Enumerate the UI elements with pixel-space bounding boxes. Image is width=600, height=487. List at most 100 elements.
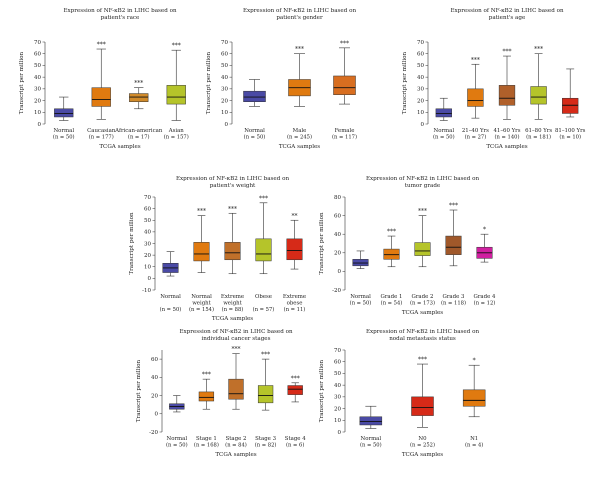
x-tick-sample-size: (n = 181) [526,134,551,141]
x-tick-label: Stage 1 [196,436,217,442]
box-3: * N1(n = 4) [462,358,486,449]
x-tick-label: Caucasian [87,128,116,134]
y-tick-label: 30 [34,87,41,93]
chart-panel-1: Expression of NF-κB2 in LIHC based onpat… [19,8,189,150]
x-tick-sample-size: (n = 4) [465,442,483,449]
box-iqr [286,238,303,261]
x-tick-label: Male [293,128,307,134]
y-tick-label: 40 [34,75,41,81]
y-tick-label: 70 [417,40,424,46]
x-tick-sample-size: (n = 50) [53,134,75,141]
chart-panel-7: Expression of NF-κB2 in LIHC based onnod… [319,329,486,458]
box-iqr [228,378,244,400]
significance-label: *** [534,46,543,53]
x-tick-sample-size: (n = 88) [222,306,244,313]
box-iqr [54,108,74,118]
x-tick-sample-size: (n = 168) [194,442,219,449]
y-tick-label: 10 [221,110,228,116]
x-tick-sample-size: (n = 54) [381,300,403,307]
significance-label: *** [418,357,427,364]
x-tick-sample-size: (n = 50) [160,306,182,313]
y-tick-label: 20 [221,98,228,104]
x-axis-label: TCGA samples [215,452,256,458]
y-axis-label: Transcript per million [319,212,325,275]
y-tick-label: 80 [334,195,341,201]
box-iqr [414,242,431,256]
chart-title-line1: Expression of NF-κB2 in LIHC based on [63,8,177,14]
x-tick-label: Normal [244,128,265,134]
chart-title-line2: patient's age [489,15,526,21]
x-tick-label: Obese [255,294,272,300]
x-tick-sample-size: (n = 50) [244,134,266,141]
y-axis-label: Transcript per million [206,52,212,115]
significance-label: *** [387,229,396,236]
y-tick-label: 60 [417,52,424,58]
significance-label: *** [228,206,237,213]
y-tick-label: 20 [34,98,41,104]
y-tick-label: 10 [34,110,41,116]
box-1: Normal(n = 50) [243,79,266,141]
box-1: Normal(n = 50) [350,250,372,307]
x-tick-sample-size: (n = 17) [128,134,150,141]
box-1: Normal(n = 50) [53,96,75,141]
x-tick-label: Grade 4 [474,294,496,300]
y-tick-label: 70 [334,348,341,354]
significance-label: ** [292,213,298,220]
box-iqr [467,88,484,107]
x-tick-sample-size: (n = 27) [465,134,487,141]
box-iqr [530,86,547,105]
box-4: *** Grade 3(n = 118) [441,203,466,307]
box-iqr [411,396,434,416]
y-tick-label: 60 [334,213,341,219]
x-tick-sample-size: (n = 157) [164,134,189,141]
x-tick-label: 81–100 Yrs [555,128,586,134]
box-1: Normal(n = 50) [166,395,188,449]
chart-title-line1: Expression of NF-κB2 in LIHC based on [179,329,293,335]
box-3: *** African-american(n = 17) [114,80,163,140]
chart-title-line2: patient's gender [276,15,323,21]
y-tick-label: 30 [221,87,228,93]
chart-panel-2: Expression of NF-κB2 in LIHC based onpat… [206,8,357,150]
y-tick-label: 70 [221,40,228,46]
x-tick-sample-size: (n = 50) [350,300,372,307]
box-2: *** Stage 1(n = 168) [194,372,219,449]
x-tick-label: 61–80 Yrs [525,128,552,134]
x-tick-label: Stage 2 [226,436,247,442]
x-tick-sample-size: (n = 10) [559,134,581,141]
y-tick-label: 10 [417,110,424,116]
chart-title-line2: individual cancer stages [202,336,271,342]
box-iqr [257,385,274,404]
y-tick-label: 0 [421,122,425,128]
box-iqr [333,75,356,95]
x-tick-sample-size: (n = 177) [89,134,114,141]
chart-title-line2: patient's weight [210,183,256,189]
x-tick-label: Grade 3 [443,294,465,300]
significance-label: *** [471,57,480,64]
y-tick-label: 30 [417,87,424,93]
box-3: *** Grade 2(n = 173) [410,208,435,306]
y-tick-label: 30 [144,241,151,247]
x-tick-sample-size: (n = 50) [360,442,382,449]
significance-label: *** [202,372,211,379]
x-tick-label: Normal [434,128,455,134]
x-tick-sample-size: (n = 6) [286,442,304,449]
x-axis-label: TCGA samples [279,144,320,150]
significance-label: *** [172,43,181,50]
box-5: 81–100 Yrs(n = 10) [555,68,586,141]
chart-panel-4: Expression of NF-κB2 in LIHC based onpat… [129,176,306,322]
x-axis-label: TCGA samples [99,144,140,150]
chart-title-line1: Expression of NF-κB2 in LIHC based on [176,176,290,182]
y-tick-label: 30 [334,395,341,401]
y-tick-label: -20 [332,288,341,294]
significance-label: *** [340,40,349,47]
y-tick-label: 0 [148,276,152,282]
box-5: * Grade 4(n = 12) [474,227,496,307]
y-axis-label: Transcript per million [136,360,142,423]
x-tick-sample-size: (n = 117) [332,134,357,141]
y-tick-label: 40 [144,230,151,236]
x-tick-sample-size: (n = 57) [253,306,275,313]
x-tick-sample-size: (n = 252) [410,442,435,449]
